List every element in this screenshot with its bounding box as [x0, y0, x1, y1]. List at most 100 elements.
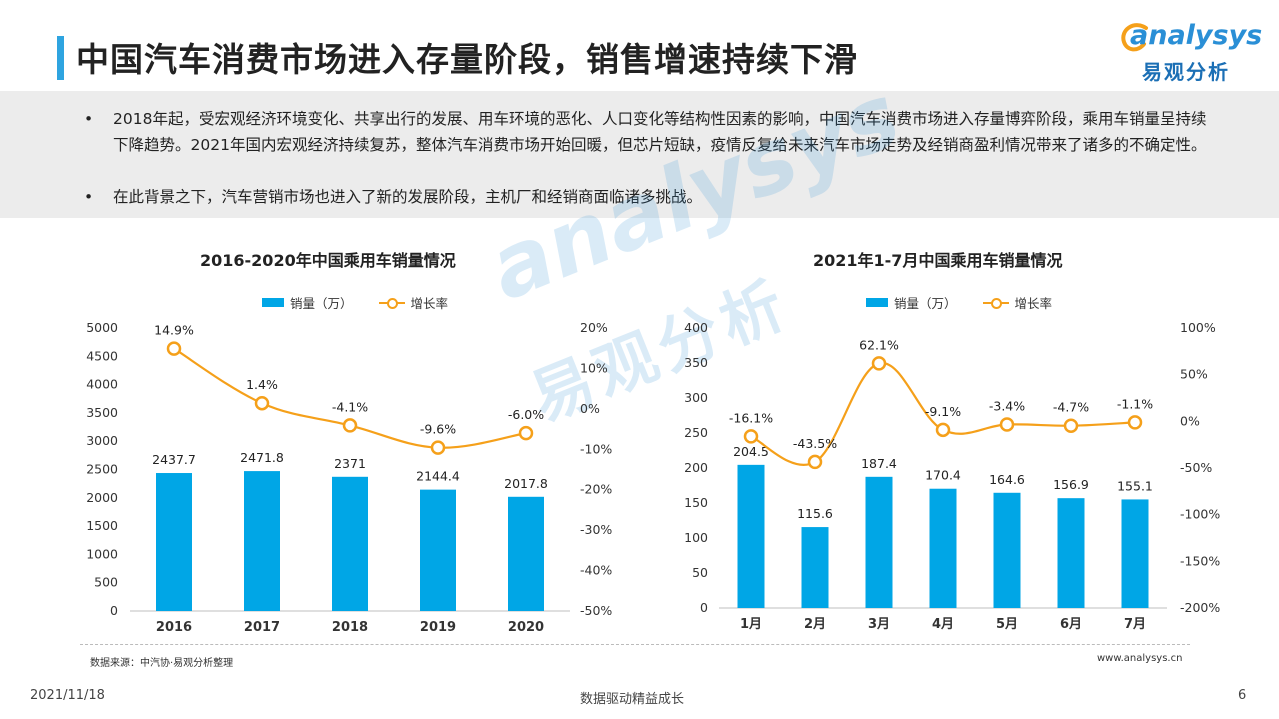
x-tick-label: 2016 [156, 620, 192, 635]
growth-data-label: 1.4% [246, 377, 278, 392]
legend-line-swatch [378, 297, 405, 309]
bar [737, 464, 765, 608]
growth-point [807, 454, 823, 470]
bar-data-label: 2471.8 [240, 450, 284, 465]
x-tick-label: 7月 [1124, 617, 1146, 632]
bar [1121, 499, 1149, 608]
legend-bar-swatch [866, 298, 888, 307]
y2-tick-label: -30% [580, 522, 612, 537]
y2-tick-label: -50% [580, 603, 612, 618]
growth-point [254, 395, 270, 411]
bar [420, 489, 456, 611]
legend-bar-swatch [262, 298, 284, 307]
growth-data-label: -4.1% [332, 399, 368, 414]
footer-slogan: 数据驱动精益成长 [580, 692, 685, 707]
bar [508, 496, 544, 611]
bar-data-label: 170.4 [925, 468, 961, 483]
growth-point [935, 422, 951, 438]
y-tick-label: 150 [684, 495, 708, 510]
footer-divider [80, 644, 1190, 645]
y2-tick-label: 0% [580, 401, 600, 416]
y2-tick-label: 50% [1180, 367, 1208, 382]
bar [929, 488, 957, 608]
growth-data-label: 62.1% [859, 337, 899, 352]
growth-data-label: -9.6% [420, 422, 456, 437]
bar [244, 471, 280, 611]
bar [993, 492, 1021, 608]
bar-data-label: 187.4 [861, 456, 897, 471]
bar [801, 527, 829, 608]
growth-point [1063, 418, 1079, 433]
bullet-marker: • [84, 188, 94, 206]
y-tick-label: 1000 [86, 546, 118, 561]
x-tick-label: 2019 [420, 620, 456, 635]
bar [156, 473, 192, 611]
growth-data-label: -6.0% [508, 407, 544, 422]
x-tick-label: 2017 [244, 620, 280, 635]
y-tick-label: 0 [700, 600, 708, 615]
y-tick-label: 500 [94, 575, 118, 590]
bar-data-label: 115.6 [797, 506, 833, 521]
growth-data-label: -3.4% [989, 399, 1025, 414]
summary-panel: • 2018年起，受宏观经济环境变化、共享出行的发展、用车环境的恶化、人口变化等… [0, 91, 1279, 218]
growth-point [871, 356, 887, 371]
growth-point [342, 418, 358, 433]
y-tick-label: 250 [684, 425, 708, 440]
bar-data-label: 2437.7 [152, 452, 196, 467]
y-tick-label: 5000 [86, 320, 118, 335]
title-accent-bar [57, 36, 64, 80]
y2-tick-label: -20% [580, 482, 612, 497]
y-tick-label: 4000 [86, 377, 118, 392]
growth-point [743, 429, 759, 444]
chart1-legend: 销量（万） 增长率 [262, 293, 448, 312]
legend-line-swatch [982, 297, 1009, 309]
growth-point [166, 341, 182, 356]
bar [865, 476, 893, 608]
legend-label-sales: 销量（万） [290, 296, 353, 311]
bar [1057, 498, 1085, 608]
chart2-legend: 销量（万） 增长率 [866, 293, 1052, 312]
summary-bullet-2: 在此背景之下，汽车营销市场也进入了新的发展阶段，主机厂和经销商面临诸多挑战。 [113, 188, 703, 206]
y2-tick-label: 20% [580, 320, 608, 335]
legend-label-sales: 销量（万） [894, 296, 957, 311]
growth-point [518, 425, 534, 441]
bar-data-label: 2144.4 [416, 469, 460, 484]
y2-tick-label: -50% [1180, 460, 1212, 475]
y2-tick-label: -150% [1180, 553, 1220, 568]
growth-series-line [173, 347, 527, 449]
y-tick-label: 350 [684, 355, 708, 370]
growth-point [430, 440, 446, 455]
y-tick-label: 3000 [86, 433, 118, 448]
growth-point [999, 417, 1015, 432]
growth-data-label: -4.7% [1053, 400, 1089, 415]
page-title: 中国汽车消费市场进入存量阶段，销售增速持续下滑 [76, 40, 858, 79]
logo-wordmark: analysys [1130, 20, 1263, 51]
bar-data-label: 2017.8 [504, 476, 548, 491]
y2-tick-label: 10% [580, 360, 608, 375]
y-tick-label: 100 [684, 530, 708, 545]
website-link[interactable]: www.analysys.cn [1097, 653, 1183, 664]
bar-data-label: 155.1 [1117, 478, 1153, 493]
y-tick-label: 0 [110, 603, 118, 618]
chart1-title: 2016-2020年中国乘用车销量情况 [200, 251, 456, 270]
bar-data-label: 204.5 [733, 444, 769, 459]
growth-data-label: -9.1% [925, 404, 961, 419]
bar [332, 476, 368, 611]
y-tick-label: 1500 [86, 518, 118, 533]
legend-label-growth: 增长率 [410, 296, 449, 311]
bar-data-label: 164.6 [989, 472, 1025, 487]
y-tick-label: 300 [684, 390, 708, 405]
analysys-logo: analysys 易观分析 [1120, 20, 1262, 84]
bar-data-label: 156.9 [1053, 477, 1089, 492]
y-tick-label: 400 [684, 320, 708, 335]
growth-point [1127, 415, 1143, 430]
y-tick-label: 2500 [86, 462, 118, 477]
x-tick-label: 2020 [508, 620, 544, 635]
x-tick-label: 2月 [804, 617, 826, 632]
x-tick-label: 5月 [996, 617, 1018, 632]
y-tick-label: 4500 [86, 348, 118, 363]
data-source: 数据来源：中汽协·易观分析整理 [90, 658, 234, 669]
bullet-marker: • [84, 110, 94, 128]
legend-label-growth: 增长率 [1014, 296, 1053, 311]
bar-data-label: 2371 [334, 456, 366, 471]
